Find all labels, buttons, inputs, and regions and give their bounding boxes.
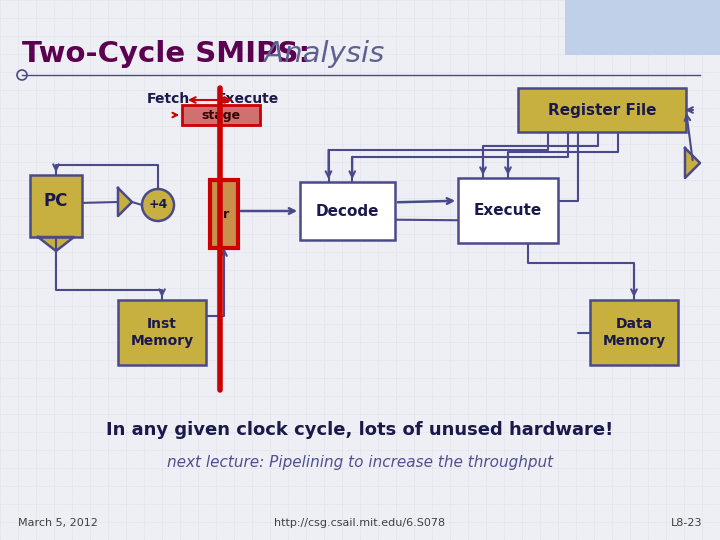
Text: L8-23: L8-23 xyxy=(670,518,702,528)
Text: March 5, 2012: March 5, 2012 xyxy=(18,518,98,528)
Bar xyxy=(458,178,558,243)
Text: In any given clock cycle, lots of unused hardware!: In any given clock cycle, lots of unused… xyxy=(107,421,613,439)
Text: Data
Memory: Data Memory xyxy=(603,317,665,348)
Bar xyxy=(565,0,720,55)
Bar xyxy=(518,88,686,132)
Text: next lecture: Pipelining to increase the throughput: next lecture: Pipelining to increase the… xyxy=(167,455,553,469)
Text: Analysis: Analysis xyxy=(255,40,384,68)
Text: PC: PC xyxy=(44,192,68,210)
Text: Two-Cycle SMIPS:: Two-Cycle SMIPS: xyxy=(22,40,310,68)
Bar xyxy=(210,180,238,248)
Text: Register File: Register File xyxy=(548,103,656,118)
Text: Execute: Execute xyxy=(217,92,279,106)
Polygon shape xyxy=(118,188,132,216)
Polygon shape xyxy=(38,237,74,251)
Bar xyxy=(300,182,395,240)
Polygon shape xyxy=(685,148,700,178)
Circle shape xyxy=(142,189,174,221)
Text: ir: ir xyxy=(219,207,229,220)
Bar xyxy=(590,300,678,365)
Text: Execute: Execute xyxy=(474,203,542,218)
Text: http://csg.csail.mit.edu/6.S078: http://csg.csail.mit.edu/6.S078 xyxy=(274,518,446,528)
Text: Inst
Memory: Inst Memory xyxy=(130,317,194,348)
Text: Decode: Decode xyxy=(316,204,379,219)
Text: stage: stage xyxy=(202,109,240,122)
Bar xyxy=(30,175,82,237)
Text: Fetch: Fetch xyxy=(146,92,189,106)
Bar xyxy=(182,105,260,125)
Bar xyxy=(118,300,206,365)
Text: +4: +4 xyxy=(148,199,168,212)
